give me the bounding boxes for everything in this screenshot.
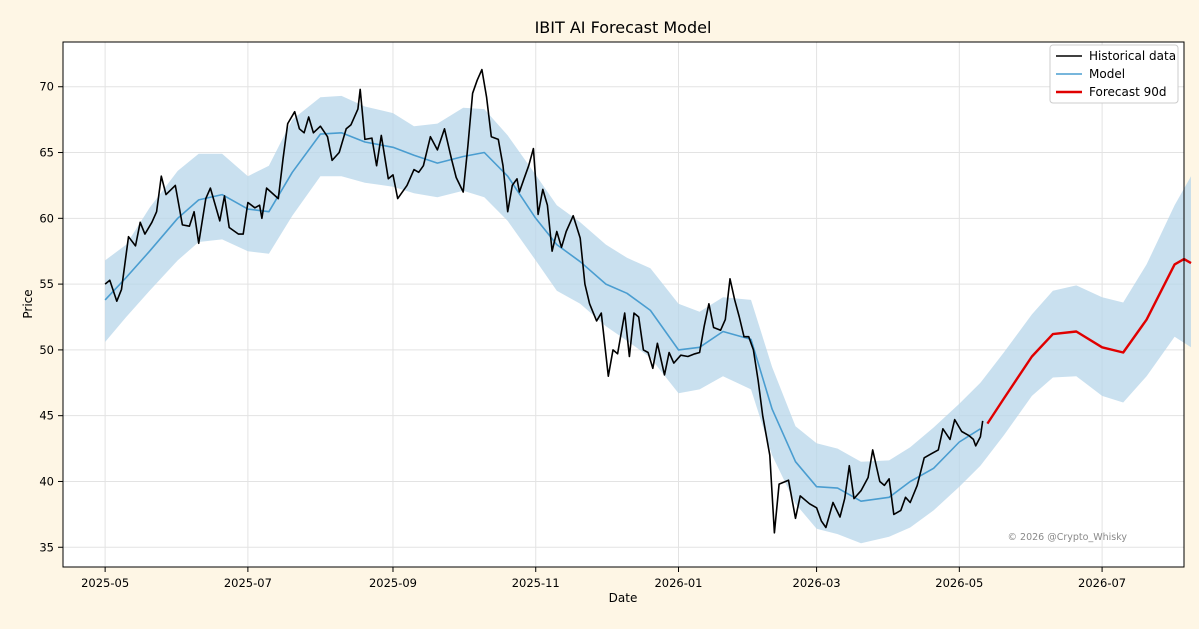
chart-title: IBIT AI Forecast Model xyxy=(535,18,712,37)
x-tick-label: 2026-05 xyxy=(935,576,983,590)
confidence-band xyxy=(105,95,1192,544)
x-tick-label: 2026-01 xyxy=(654,576,702,590)
y-axis-label: Price xyxy=(21,289,35,318)
x-tick-label: 2025-09 xyxy=(369,576,417,590)
y-tick-label: 35 xyxy=(39,540,54,554)
y-tick-label: 60 xyxy=(39,211,54,225)
y-tick-label: 50 xyxy=(39,343,54,357)
historical-line xyxy=(104,68,984,534)
y-tick-label: 40 xyxy=(39,474,54,488)
watermark: © 2026 @Crypto_Whisky xyxy=(1008,532,1128,543)
x-axis-label: Date xyxy=(609,591,638,605)
forecast-line xyxy=(986,257,1192,425)
model-line xyxy=(104,132,981,502)
x-axis: 2025-05 2025-07 2025-09 2025-11 2026-01 2026-… xyxy=(81,567,1126,590)
x-tick-label: 2025-05 xyxy=(81,576,129,590)
x-tick-label: 2025-11 xyxy=(512,576,560,590)
plot-frame xyxy=(62,41,1185,568)
y-axis: 35 40 45 50 55 60 65 70 xyxy=(39,80,63,554)
x-tick-label: 2025-07 xyxy=(224,576,272,590)
y-tick-label: 55 xyxy=(39,277,54,291)
x-tick-label: 2026-03 xyxy=(793,576,841,590)
legend-label-model: Model xyxy=(1089,67,1125,81)
x-tick-label: 2026-07 xyxy=(1078,576,1126,590)
y-tick-label: 70 xyxy=(39,80,54,94)
legend-label-forecast: Forecast 90d xyxy=(1089,85,1166,99)
y-tick-label: 65 xyxy=(39,146,54,160)
legend-box xyxy=(1049,44,1179,104)
legend-label-historical: Historical data xyxy=(1089,49,1176,63)
legend: Historical data Model Forecast 90d xyxy=(1049,44,1179,104)
y-tick-label: 45 xyxy=(39,409,54,423)
